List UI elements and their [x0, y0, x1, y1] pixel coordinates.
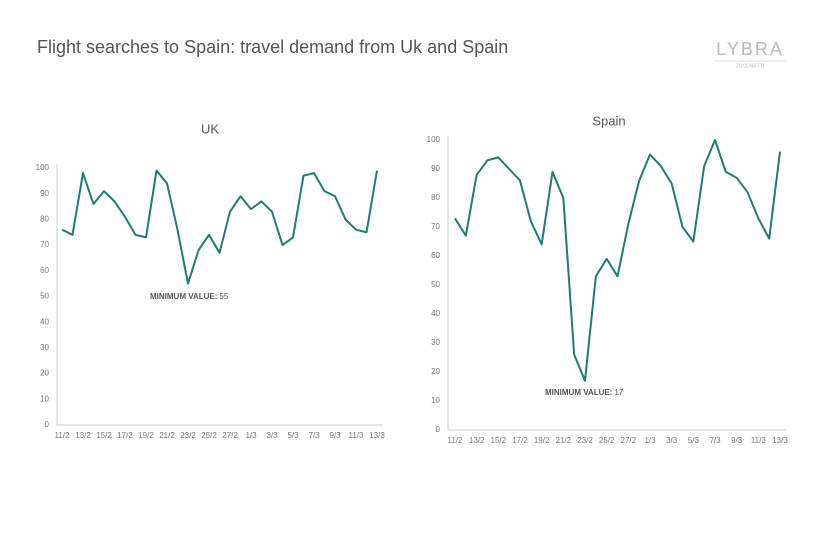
x-tick-label: 11/2: [448, 436, 464, 445]
annotation: MINIMUM VALUE: 17: [545, 388, 624, 397]
x-tick-label: 3/3: [266, 431, 278, 440]
x-tick-label: 5/3: [287, 431, 299, 440]
y-tick-label: 0: [436, 425, 441, 434]
y-tick-label: 70: [431, 222, 440, 231]
x-tick-label: 17/2: [117, 431, 133, 440]
x-tick-label: 1/3: [644, 436, 656, 445]
series-line: [61, 169, 378, 285]
logo: LYBRA: [716, 39, 784, 59]
y-tick-label: 40: [431, 309, 440, 318]
x-tick-label: 1/3: [245, 431, 257, 440]
y-tick-label: 30: [40, 343, 49, 352]
y-tick-label: 80: [431, 193, 440, 202]
y-tick-label: 60: [40, 266, 49, 275]
y-tick-label: 90: [431, 164, 440, 173]
y-tick-label: 60: [431, 251, 440, 260]
x-tick-label: 13/2: [75, 431, 91, 440]
x-tick-label: 15/2: [96, 431, 112, 440]
annotation-label: MINIMUM VALUE:: [150, 292, 217, 301]
x-tick-label: 13/3: [772, 436, 788, 445]
x-tick-label: 11/3: [751, 436, 767, 445]
chart-title: UK: [201, 121, 219, 136]
x-tick-label: 13/3: [369, 431, 385, 440]
x-tick-label: 11/2: [55, 431, 71, 440]
y-tick-label: 10: [40, 394, 49, 403]
x-tick-label: 3/3: [666, 436, 678, 445]
x-tick-label: 21/2: [159, 431, 175, 440]
y-tick-label: 20: [431, 367, 440, 376]
y-tick-label: 40: [40, 317, 49, 326]
x-tick-label: 7/3: [709, 436, 721, 445]
x-tick-label: 25/2: [201, 431, 217, 440]
x-tick-label: 17/2: [512, 436, 528, 445]
y-tick-label: 70: [40, 240, 49, 249]
y-tick-label: 100: [427, 135, 441, 144]
x-tick-label: 13/2: [469, 436, 485, 445]
page-title: Flight searches to Spain: travel demand …: [37, 37, 508, 57]
y-tick-label: 10: [431, 396, 440, 405]
y-tick-label: 80: [40, 215, 49, 224]
annotation-value: 55: [219, 292, 228, 301]
x-tick-label: 9/3: [329, 431, 341, 440]
x-tick-label: 11/3: [349, 431, 365, 440]
x-tick-label: 15/2: [491, 436, 507, 445]
x-tick-label: 23/2: [180, 431, 196, 440]
x-tick-label: 19/2: [534, 436, 550, 445]
y-tick-label: 30: [431, 338, 440, 347]
chart-title: Spain: [592, 113, 625, 128]
x-tick-label: 5/3: [688, 436, 700, 445]
y-tick-label: 100: [36, 163, 50, 172]
x-tick-label: 19/2: [138, 431, 154, 440]
annotation: MINIMUM VALUE: 55: [150, 292, 229, 301]
y-tick-label: 0: [45, 420, 50, 429]
y-tick-label: 90: [40, 189, 49, 198]
x-tick-label: 27/2: [222, 431, 238, 440]
logo-sub: ZUCCHETTI: [736, 63, 764, 69]
x-tick-label: 25/2: [599, 436, 615, 445]
x-tick-label: 23/2: [577, 436, 593, 445]
annotation-label: MINIMUM VALUE:: [545, 388, 612, 397]
y-tick-label: 20: [40, 369, 49, 378]
y-tick-label: 50: [431, 280, 440, 289]
series-line: [454, 139, 781, 382]
x-tick-label: 21/2: [556, 436, 572, 445]
x-tick-label: 27/2: [621, 436, 637, 445]
annotation-value: 17: [614, 388, 623, 397]
x-tick-label: 7/3: [308, 431, 320, 440]
x-tick-label: 9/3: [731, 436, 743, 445]
y-tick-label: 50: [40, 292, 49, 301]
